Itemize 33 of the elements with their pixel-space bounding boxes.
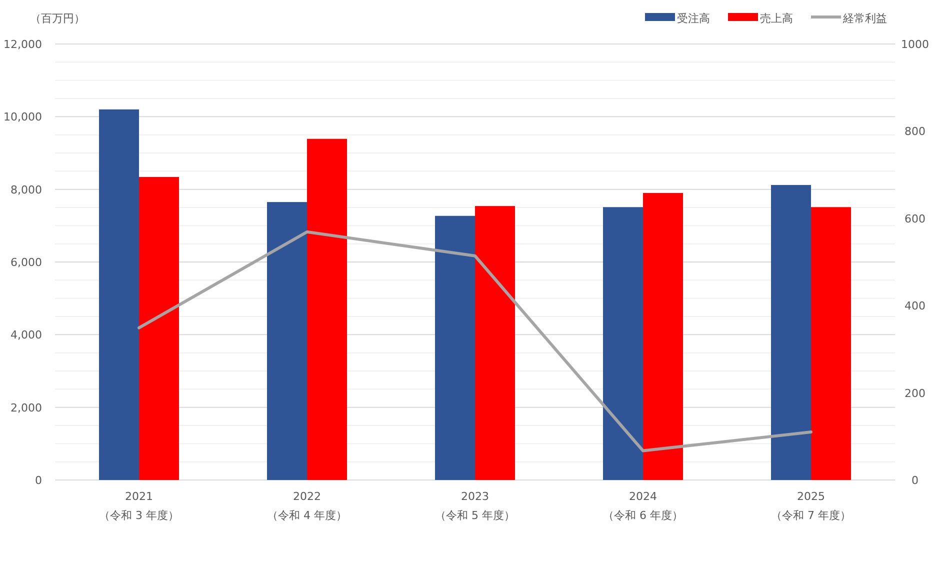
y2-tick-label: 0 xyxy=(912,474,918,487)
y-tick-label: 8,000 xyxy=(10,183,42,196)
legend-label: 売上高 xyxy=(760,12,793,25)
x-tick-label: 2022 （令和 4 年度） xyxy=(267,490,347,522)
bar xyxy=(435,216,475,480)
y-tick-label: 2,000 xyxy=(10,401,42,414)
y2-tick-label: 400 xyxy=(904,300,926,313)
x-tick-label: 2025 （令和 7 年度） xyxy=(771,490,851,522)
y-axis-title: （百万円） xyxy=(30,12,85,25)
legend-label: 受注高 xyxy=(677,12,710,25)
y-tick-label: 0 xyxy=(35,474,42,487)
y2-tick-label: 200 xyxy=(904,386,926,400)
bar xyxy=(643,192,683,480)
y-tick-label: 10,000 xyxy=(4,110,42,124)
legend-label: 経常利益 xyxy=(842,12,887,25)
bar xyxy=(307,138,347,480)
line-series xyxy=(138,230,812,452)
y2-tick-label: 600 xyxy=(904,212,926,226)
bar xyxy=(771,184,811,480)
y-tick-label: 12,000 xyxy=(4,38,42,51)
y2-tick-label: 1000 xyxy=(901,38,929,51)
y2-tick-label: 800 xyxy=(904,125,926,138)
x-tick-label: 2021 （令和 3 年度） xyxy=(99,490,179,522)
y-tick-label: 6,000 xyxy=(10,256,42,269)
bar xyxy=(99,109,139,480)
bar xyxy=(811,207,851,480)
bar xyxy=(603,207,643,480)
bar xyxy=(475,206,515,480)
bar xyxy=(139,176,179,480)
x-tick-label: 2024 （令和 6 年度） xyxy=(603,490,683,522)
bar xyxy=(267,202,307,480)
y-tick-label: 4,000 xyxy=(10,328,42,342)
x-tick-label: 2023 （令和 5 年度） xyxy=(435,490,515,522)
